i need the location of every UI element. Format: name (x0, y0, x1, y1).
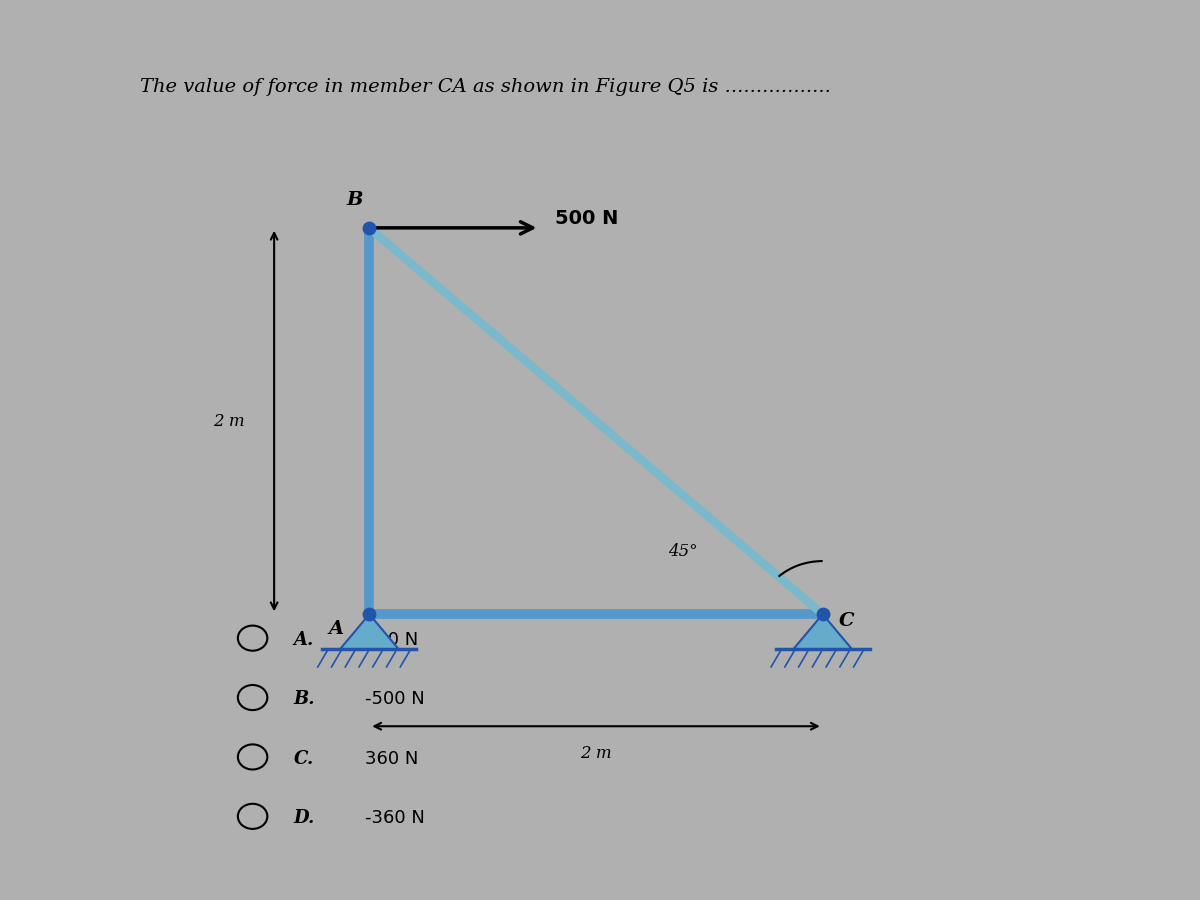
Text: 2 m: 2 m (580, 745, 612, 761)
Text: C: C (839, 612, 854, 630)
Text: -500 N: -500 N (365, 690, 425, 708)
Text: 500 N: 500 N (365, 631, 418, 649)
Polygon shape (340, 614, 398, 650)
Text: B: B (347, 191, 364, 209)
Text: 45°: 45° (668, 544, 698, 560)
Text: C.: C. (294, 750, 313, 768)
Text: 500 N: 500 N (556, 209, 618, 228)
Text: B.: B. (294, 690, 314, 708)
Text: A: A (329, 619, 343, 637)
Text: 360 N: 360 N (365, 750, 418, 768)
Text: D.: D. (294, 809, 314, 827)
Text: 2 m: 2 m (212, 412, 245, 429)
Polygon shape (793, 614, 852, 650)
Text: -360 N: -360 N (365, 809, 425, 827)
Text: The value of force in member CA as shown in Figure Q5 is .................: The value of force in member CA as shown… (140, 77, 832, 95)
Text: A.: A. (294, 631, 313, 649)
